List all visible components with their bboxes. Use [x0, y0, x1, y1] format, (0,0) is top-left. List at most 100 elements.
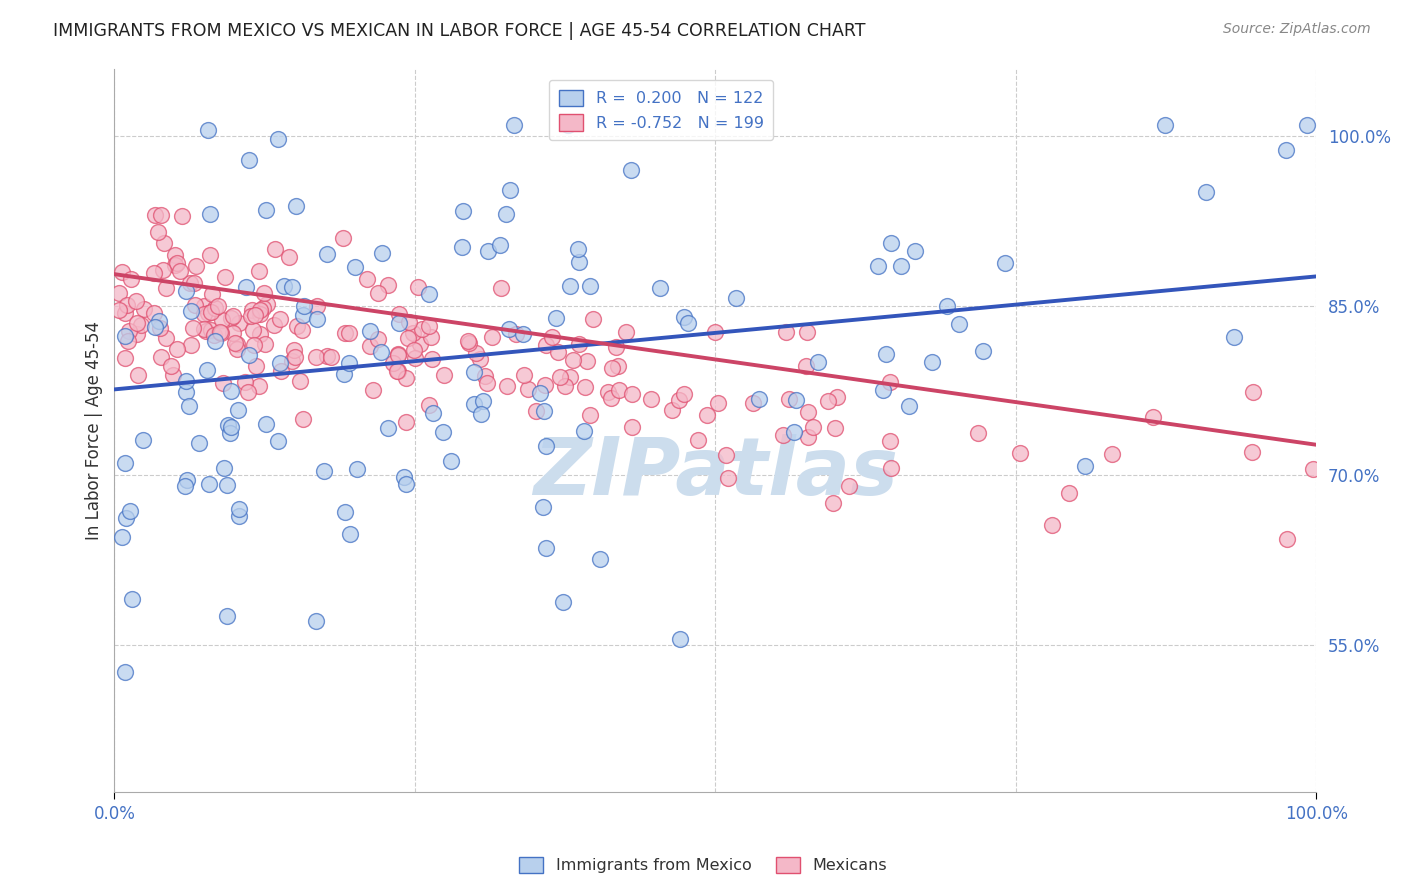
Point — [163, 248, 186, 262]
Point — [118, 324, 141, 338]
Point — [620, 162, 643, 177]
Point — [471, 394, 494, 409]
Point — [166, 342, 188, 356]
Point — [432, 425, 454, 440]
Point — [823, 496, 845, 510]
Point — [387, 347, 409, 361]
Point — [402, 343, 425, 357]
Point — [315, 349, 337, 363]
Point — [204, 334, 226, 348]
Point — [166, 256, 188, 270]
Point — [377, 277, 399, 292]
Point — [114, 665, 136, 679]
Point — [153, 235, 176, 250]
Point — [228, 509, 250, 524]
Point — [256, 297, 278, 311]
Point — [221, 384, 243, 399]
Point — [200, 305, 222, 319]
Point — [174, 384, 197, 399]
Point — [600, 360, 623, 375]
Point — [291, 323, 314, 337]
Point — [696, 408, 718, 422]
Point — [174, 284, 197, 298]
Point — [396, 331, 419, 345]
Point — [287, 319, 309, 334]
Point — [215, 478, 238, 492]
Point — [193, 307, 215, 321]
Point — [582, 311, 605, 326]
Point — [648, 280, 671, 294]
Point — [181, 320, 204, 334]
Point — [125, 316, 148, 330]
Point — [228, 501, 250, 516]
Point — [676, 316, 699, 330]
Point — [783, 425, 806, 439]
Point — [936, 299, 959, 313]
Point — [468, 352, 491, 367]
Point — [418, 287, 440, 301]
Point — [108, 286, 131, 301]
Point — [367, 286, 389, 301]
Point — [785, 392, 807, 407]
Point — [673, 387, 696, 401]
Point — [1010, 446, 1032, 460]
Point — [475, 376, 498, 390]
Point — [879, 434, 901, 448]
Point — [498, 321, 520, 335]
Point — [388, 307, 411, 321]
Point — [463, 366, 485, 380]
Point — [512, 368, 534, 382]
Point — [117, 298, 139, 312]
Point — [211, 313, 233, 327]
Point — [269, 356, 291, 370]
Point — [184, 259, 207, 273]
Point — [409, 337, 432, 351]
Point — [488, 237, 510, 252]
Point — [267, 434, 290, 448]
Point — [359, 339, 381, 353]
Point — [531, 500, 554, 514]
Point — [319, 350, 342, 364]
Point — [614, 325, 637, 339]
Point — [395, 415, 418, 429]
Point — [221, 420, 243, 434]
Point — [1302, 462, 1324, 476]
Point — [560, 278, 582, 293]
Point — [1241, 445, 1264, 459]
Point — [1195, 185, 1218, 199]
Point — [547, 344, 569, 359]
Point — [1275, 143, 1298, 157]
Point — [198, 477, 221, 491]
Point — [534, 439, 557, 453]
Point — [502, 118, 524, 132]
Point — [371, 246, 394, 260]
Point — [263, 318, 285, 333]
Point — [238, 348, 260, 362]
Point — [125, 293, 148, 308]
Point — [209, 326, 232, 340]
Point — [277, 250, 299, 264]
Point — [332, 231, 354, 245]
Point — [370, 345, 392, 359]
Point — [194, 324, 217, 338]
Point — [152, 263, 174, 277]
Point — [174, 374, 197, 388]
Point — [406, 280, 429, 294]
Point — [264, 242, 287, 256]
Point — [169, 263, 191, 277]
Point — [524, 403, 547, 417]
Point — [533, 378, 555, 392]
Point — [422, 406, 444, 420]
Point — [367, 332, 389, 346]
Point — [183, 276, 205, 290]
Point — [335, 505, 357, 519]
Point — [197, 122, 219, 136]
Point — [204, 301, 226, 315]
Point — [589, 552, 612, 566]
Point — [550, 369, 572, 384]
Point — [948, 317, 970, 331]
Point — [703, 325, 725, 339]
Point — [669, 632, 692, 646]
Point — [578, 408, 600, 422]
Point — [1057, 486, 1080, 500]
